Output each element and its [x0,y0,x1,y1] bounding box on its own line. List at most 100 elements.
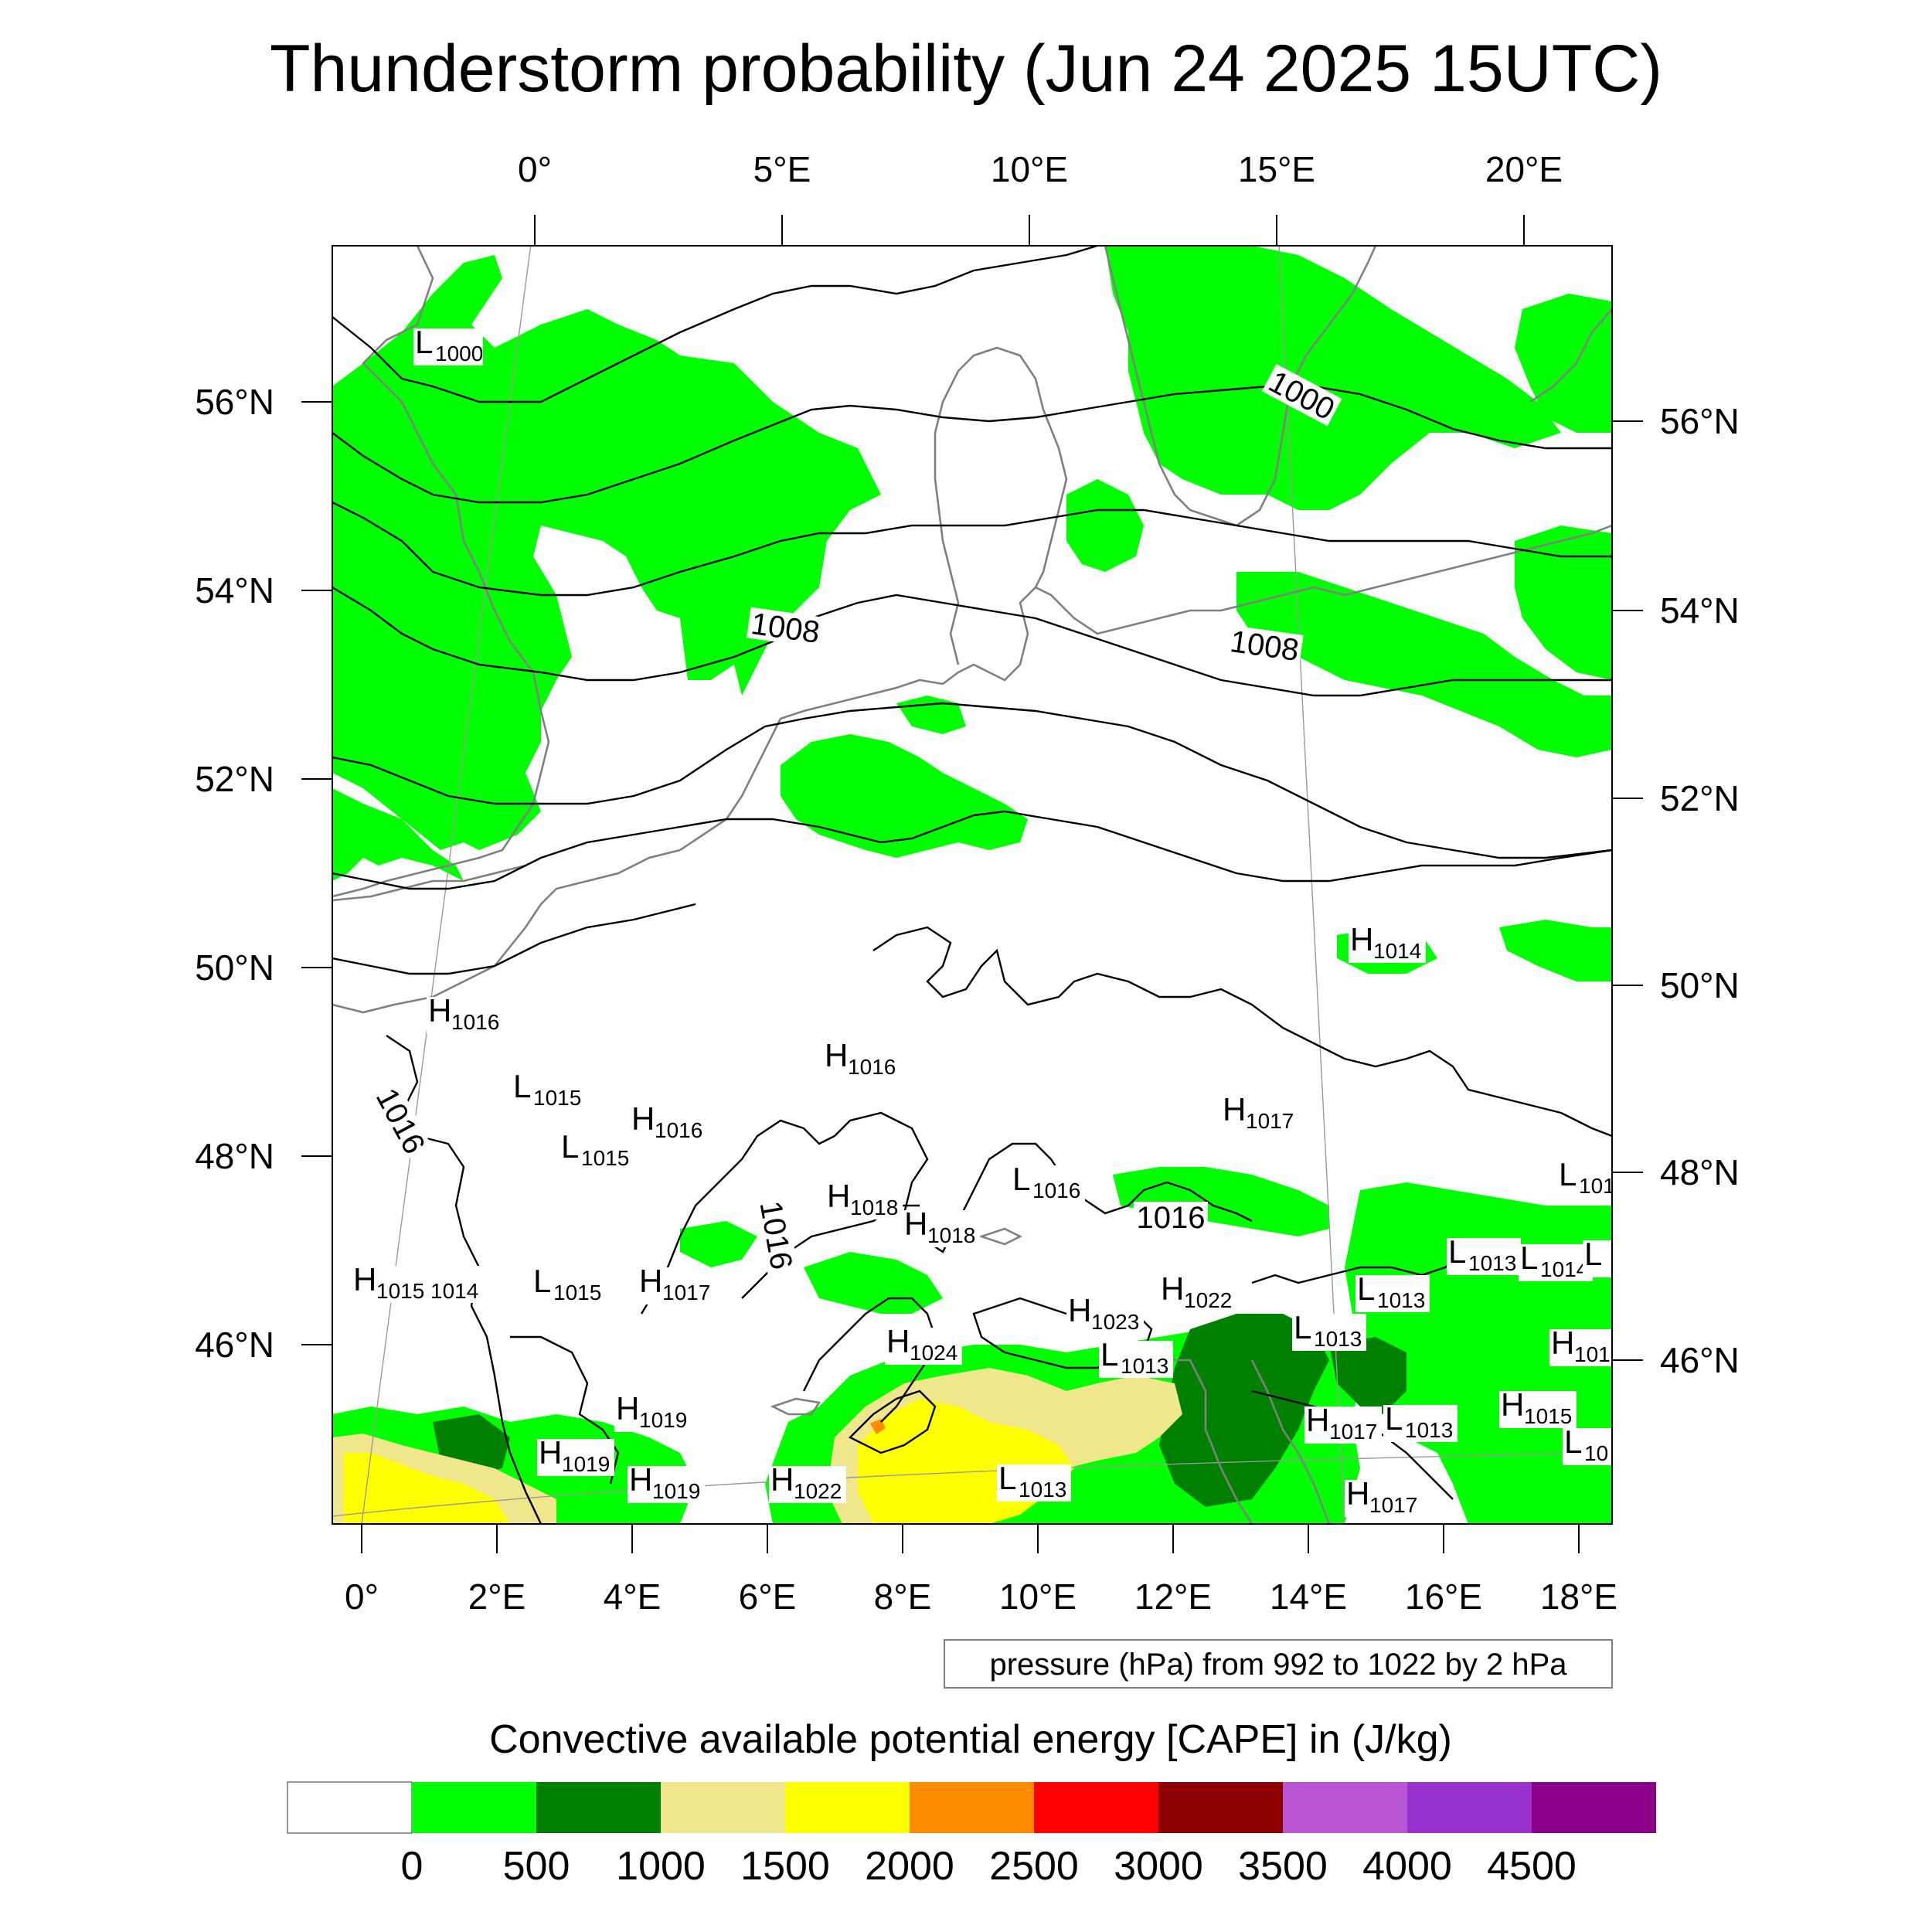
colorbar-box [412,1782,536,1833]
colorbar-box [1407,1782,1532,1833]
svg-text:H: H [827,1178,850,1214]
isobar-4 [332,586,1612,697]
svg-text:1019: 1019 [562,1452,610,1476]
pressure-center-label: L 1013 [1355,1270,1430,1312]
pressure-center-label: H 1016 [630,1100,707,1142]
cape-area-france-yellow [344,1453,510,1524]
lake-geneva [770,1397,821,1416]
isobar-6 [332,810,1612,890]
svg-text:1015: 1015 [533,1086,581,1110]
pressure-center-label: H 1014 [1349,921,1426,963]
svg-text:L: L [1559,1156,1577,1192]
pressure-center-label: H 101 [1549,1325,1612,1366]
pressure-center-label: L 10 [1563,1423,1612,1465]
uk-south-coast [332,864,526,902]
isobar-13-alps-inner [802,1297,937,1423]
pressure-center-label: H 1017 [1304,1402,1382,1444]
isobar-15-alps-inner3 [848,1389,937,1454]
cape-area-italy-orange [870,1419,886,1434]
cape-area-benelux [781,734,1028,858]
svg-text:1015: 1015 [376,1279,424,1303]
svg-text:H: H [631,1100,655,1137]
isobar-17-east [1251,1251,1469,1284]
bottom-longitude-labels: 0° 2°E 4°E 6°E 8°E 10°E 12°E 14°E 16°E 1… [345,1577,1617,1617]
svg-text:L: L [1294,1309,1311,1345]
pressure-center-label: L 1016 [1011,1161,1085,1202]
svg-text:H: H [616,1390,639,1427]
pressure-center-label: H 1022 [1159,1270,1236,1312]
svg-text:1016: 1016 [1032,1179,1080,1202]
cape-area-poland-south [1499,920,1612,981]
pressure-center-label: L 1013 [1099,1336,1173,1378]
svg-text:H: H [1223,1091,1246,1128]
svg-text:1023: 1023 [1091,1310,1139,1334]
isobar-labels: 1000 1008 1008 1016 1016 1016 [369,363,1342,1275]
colorbar-tick-label: 3000 [1114,1844,1203,1889]
adriatic-coast [1159,1359,1253,1524]
cape-area-north-sea [332,255,881,850]
isobar-8-complex [872,926,1612,1138]
svg-text:1024: 1024 [910,1341,957,1365]
svg-text:1013: 1013 [1468,1251,1516,1275]
pressure-center-label: H 1017 [1345,1475,1422,1517]
left-lat-label: 52°N [195,759,274,799]
colorbar-title: Convective available potential energy [C… [489,1717,1452,1762]
svg-text:H: H [886,1323,910,1359]
svg-text:1022: 1022 [1184,1288,1232,1312]
colorbar-boxes [287,1781,1656,1834]
svg-text:H: H [428,992,451,1029]
colorbar-box [661,1782,785,1833]
svg-text:H: H [825,1037,848,1073]
svg-text:H: H [1346,1475,1369,1512]
bottom-lon-label: 12°E [1134,1577,1212,1617]
isobars [332,246,1612,1524]
svg-text:L: L [561,1128,579,1165]
colorbar: Convective available potential energy [C… [287,1717,1656,1889]
top-longitude-labels: 0° 5°E 10°E 15°E 20°E [518,149,1563,189]
map-frame [332,245,1613,1525]
colorbar-tick-label: 4000 [1362,1844,1452,1889]
svg-text:1013: 1013 [1377,1288,1425,1312]
left-lat-label: 56°N [195,382,274,422]
pressure-center-label: L 1000 [413,324,483,366]
pressure-center-label: H 1015 [352,1261,429,1303]
isobar-2 [332,385,1612,504]
right-lat-label: 50°N [1660,965,1740,1005]
svg-text:1015: 1015 [553,1281,601,1304]
svg-text:L: L [1584,1236,1602,1272]
cape-area-denmark-islands [1066,479,1144,572]
svg-text:1018: 1018 [850,1196,898,1219]
bottom-lon-label: 0° [345,1577,379,1617]
pressure-center-label: H 1022 [769,1461,846,1503]
colorbar-tick-label: 3500 [1238,1844,1328,1889]
sweden-east [1236,246,1377,527]
svg-text:H: H [639,1263,662,1299]
svg-text:101: 101 [1579,1174,1615,1198]
pressure-centers: L 1000 H 1014 H 1016 H 1016 L 1015 H 1016 L 101… [352,324,1615,1517]
svg-text:L: L [1100,1336,1118,1372]
right-lat-label: 52°N [1660,778,1740,818]
right-lat-label: 46°N [1660,1340,1740,1380]
france-north-coast [332,849,681,1014]
isobar-11-south [510,1335,620,1485]
svg-text:1014: 1014 [1373,939,1421,963]
isobar-label-1008-east: 1008 [1226,624,1304,668]
svg-text:1000: 1000 [435,342,483,366]
svg-text:101: 101 [1574,1342,1611,1366]
istria [1250,1359,1331,1524]
colorbar-box [910,1782,1034,1833]
colorbar-box [785,1782,910,1833]
svg-text:1016: 1016 [1137,1201,1206,1235]
colorbar-tick-label: 1500 [740,1844,830,1889]
isobar-3 [332,501,1612,597]
colorbar-labels: 0 500 1000 1500 2000 2500 3000 3500 4000 4500 [401,1844,1577,1889]
svg-text:1022: 1022 [794,1479,842,1503]
svg-text:H: H [1161,1270,1184,1307]
right-lat-label: 48°N [1660,1152,1740,1192]
colorbar-tick-label: 0 [401,1844,423,1889]
right-lat-label: 56°N [1660,401,1740,441]
bottom-lon-label: 4°E [604,1577,662,1617]
pressure-center-label: H 1023 [1066,1292,1144,1334]
colorbar-tick-label: 2500 [989,1844,1079,1889]
svg-text:1014: 1014 [1540,1257,1588,1281]
